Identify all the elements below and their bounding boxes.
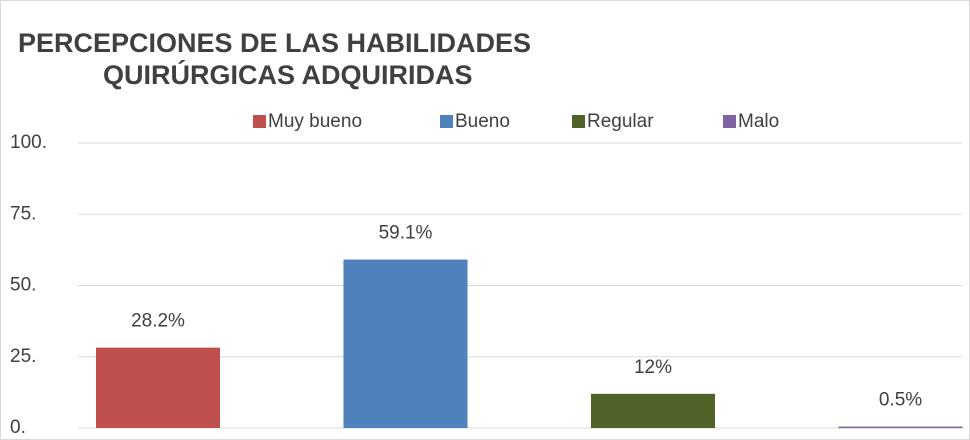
bar (96, 347, 220, 428)
data-label: 12% (634, 357, 672, 378)
data-label: 59.1% (379, 223, 433, 244)
legend-label: Muy bueno (268, 111, 362, 132)
y-tick-label: 100. (10, 132, 47, 153)
bar (343, 259, 468, 428)
y-tick-label: 50. (10, 275, 36, 296)
data-label: 0.5% (879, 390, 922, 411)
legend-label: Bueno (455, 111, 510, 132)
y-tick-label: 75. (10, 203, 36, 224)
bar (591, 393, 715, 428)
legend-label: Malo (738, 111, 779, 132)
legend-swatch (723, 115, 736, 128)
legend-label: Regular (587, 111, 654, 132)
bar (838, 426, 963, 429)
legend-swatch (253, 115, 266, 128)
legend-swatch (440, 115, 453, 128)
chart-title: QUIRÚRGICAS ADQUIRIDAS (103, 59, 473, 90)
y-tick-label: 0. (10, 417, 26, 438)
data-label: 28.2% (131, 311, 185, 332)
legend-swatch (572, 115, 585, 128)
y-tick-label: 25. (10, 346, 36, 367)
chart-title: PERCEPCIONES DE LAS HABILIDADES (18, 28, 531, 58)
